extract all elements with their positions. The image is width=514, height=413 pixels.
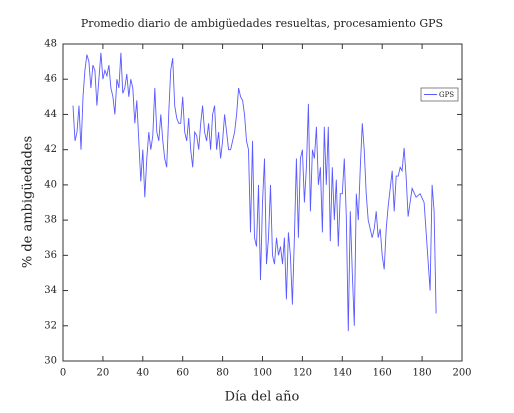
y-tick-label: 34 xyxy=(44,285,57,296)
y-tick-label: 36 xyxy=(44,250,57,261)
y-tick-label: 38 xyxy=(44,215,57,226)
y-axis-label: % de ambigüedades xyxy=(21,136,36,268)
y-tick-label: 42 xyxy=(44,144,57,155)
y-tick-label: 46 xyxy=(44,74,57,85)
data-line xyxy=(72,52,437,332)
x-tick-label: 200 xyxy=(452,368,471,379)
x-tick-label: 0 xyxy=(60,368,66,379)
y-tick-label: 44 xyxy=(44,109,57,120)
x-tick-label: 160 xyxy=(373,368,392,379)
x-tick-label: 40 xyxy=(136,368,149,379)
y-tick-label: 40 xyxy=(44,179,57,190)
x-axis-label: Día del año xyxy=(225,390,300,405)
y-tick-label: 48 xyxy=(44,39,57,50)
x-tick-label: 120 xyxy=(293,368,312,379)
y-tick-label: 30 xyxy=(44,356,57,367)
x-tick-label: 80 xyxy=(216,368,229,379)
legend-box xyxy=(420,87,459,102)
legend-label: GPS xyxy=(439,91,454,99)
x-tick-label: 60 xyxy=(176,368,189,379)
x-tick-label: 20 xyxy=(97,368,110,379)
x-tick-label: 180 xyxy=(413,368,432,379)
x-tick-label: 140 xyxy=(333,368,352,379)
y-tick-label: 32 xyxy=(44,320,57,331)
x-tick-label: 100 xyxy=(253,368,272,379)
chart-title: Promedio diario de ambigüedades resuelta… xyxy=(81,17,443,30)
